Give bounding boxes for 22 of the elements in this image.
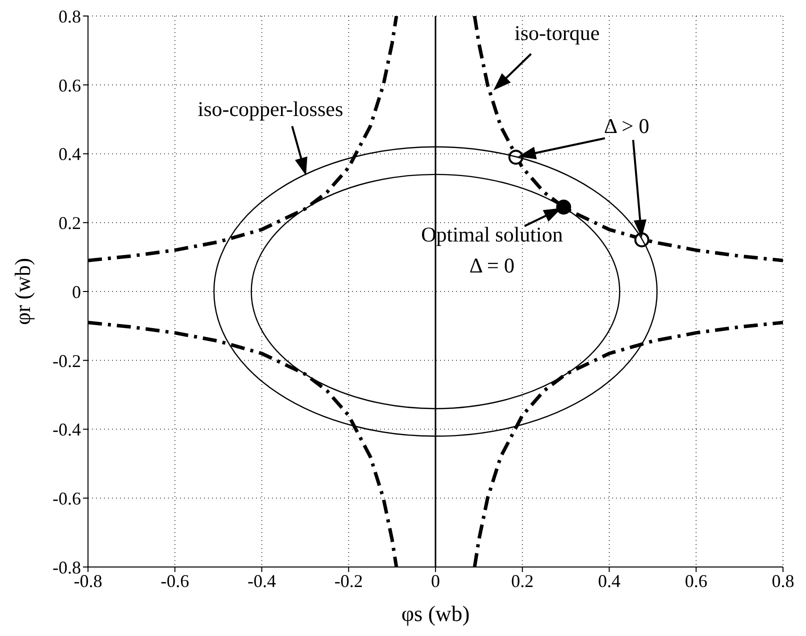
x-tick-label: 0.4	[598, 570, 620, 591]
y-tick-label: 0.4	[58, 144, 81, 164]
y-tick-label: -0.2	[52, 350, 81, 371]
y-tick-label: -0.4	[52, 420, 81, 440]
y-tick-label: 0.6	[58, 75, 81, 96]
x-tick-label: 0.2	[511, 570, 534, 591]
annotation: Δ = 0	[469, 254, 515, 278]
x-tick-label: 0.8	[772, 570, 794, 591]
x-tick-label: -0.4	[248, 570, 276, 591]
y-axis-title: φr (wb)	[10, 258, 35, 326]
x-tick-label: 0	[431, 570, 440, 591]
y-tick-label: 0.2	[58, 213, 81, 234]
x-tick-label: 0.6	[684, 570, 708, 591]
x-axis-title: φs (wb)	[401, 601, 470, 626]
annotation: Δ > 0	[604, 114, 650, 138]
annotation: iso-copper-losses	[198, 96, 344, 121]
x-tick-label: -0.6	[160, 570, 190, 591]
y-tick-label: 0	[72, 282, 81, 302]
y-tick-label: -0.6	[52, 488, 81, 509]
annotation: iso-torque	[514, 21, 600, 46]
x-tick-label: -0.2	[334, 570, 363, 591]
y-tick-label: 0.8	[58, 6, 81, 26]
